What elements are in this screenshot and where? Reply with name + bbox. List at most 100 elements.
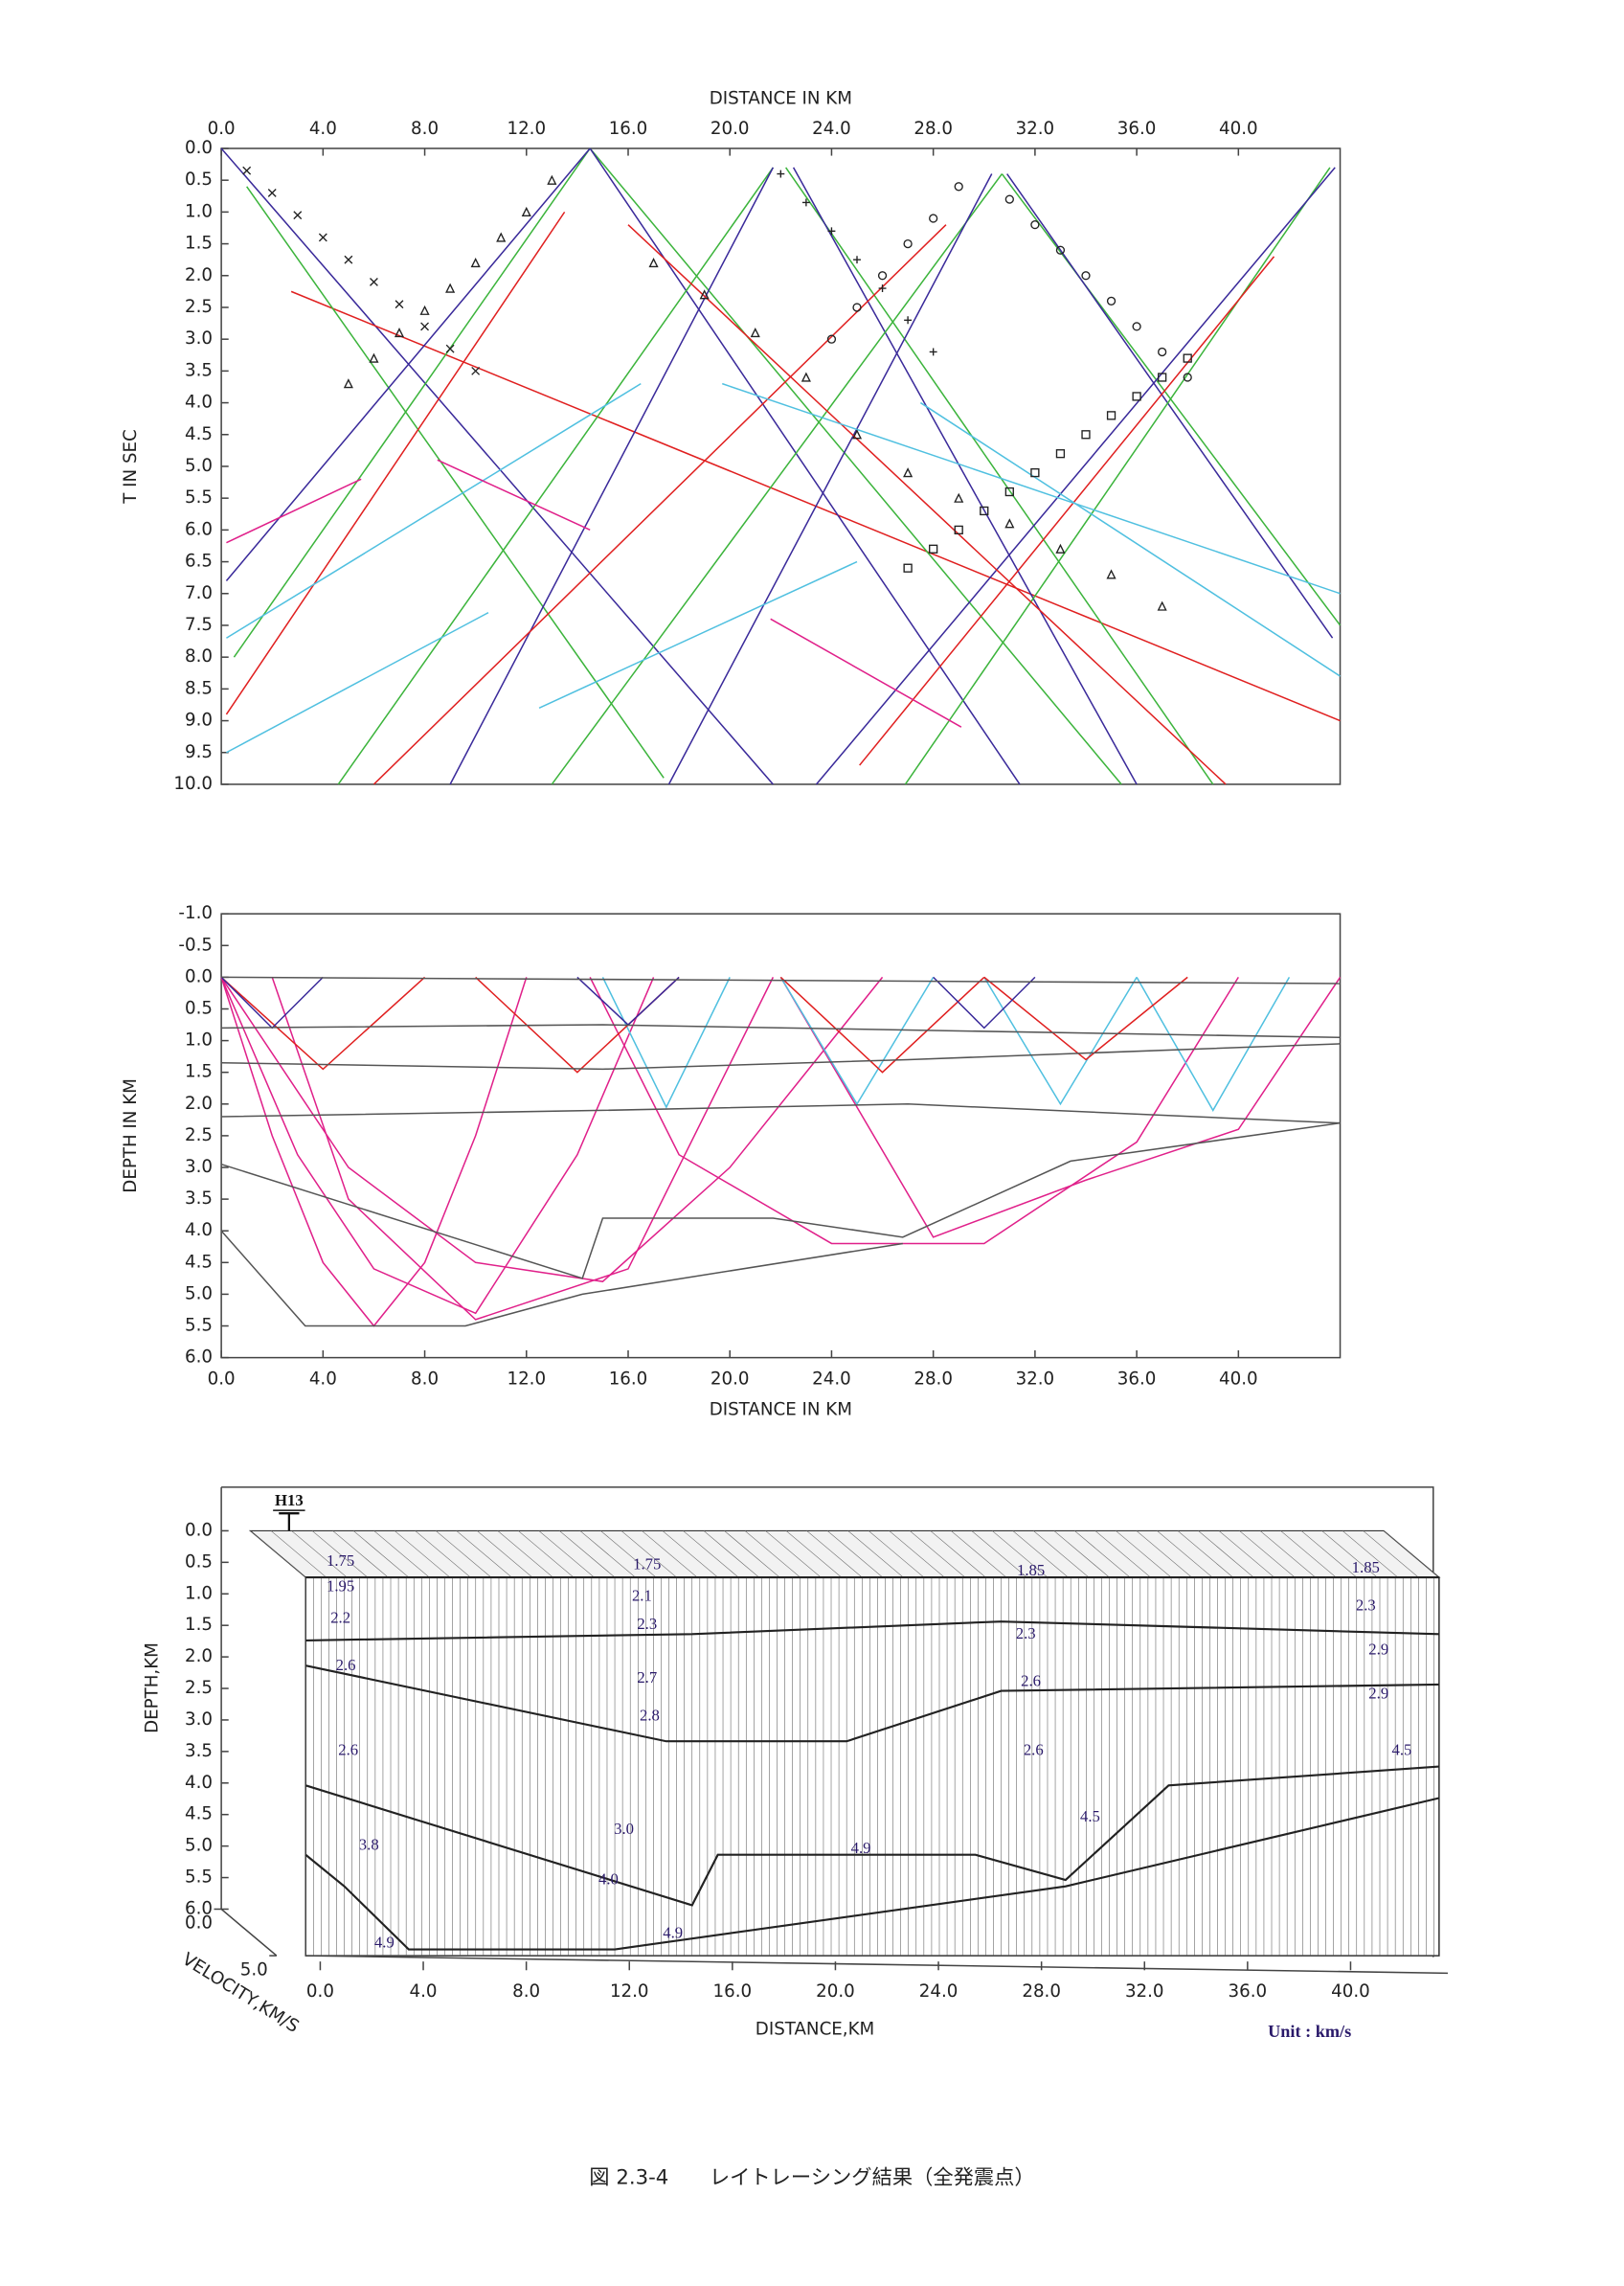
x-tick-label: 40.0 <box>1219 119 1258 139</box>
pick-marker <box>471 366 481 375</box>
y-tick-label: 4.0 <box>185 1773 213 1793</box>
top-surface <box>248 1529 1441 1578</box>
x-tick-label: 28.0 <box>914 1369 953 1389</box>
surface-hatch <box>662 1530 718 1578</box>
pick-marker <box>851 429 863 440</box>
line-series <box>220 976 426 1071</box>
pick-marker <box>903 467 914 478</box>
line-series <box>226 383 642 639</box>
velocity-label: 1.75 <box>327 1551 354 1570</box>
surface-hatch <box>435 1530 492 1578</box>
y-tick-label: 3.0 <box>185 1157 213 1177</box>
surface-hatch <box>642 1530 698 1578</box>
velocity-label: 4.0 <box>598 1870 619 1889</box>
y-tick-label: 8.0 <box>185 646 213 667</box>
velocity-label: 2.2 <box>330 1608 350 1626</box>
x-tick-label: 32.0 <box>1016 119 1055 139</box>
surface-hatch <box>518 1530 575 1578</box>
surface-hatch <box>930 1530 986 1578</box>
line-series <box>246 186 665 779</box>
velocity-label: 1.95 <box>327 1577 354 1596</box>
pick-marker <box>445 283 456 293</box>
velocity-label: 2.1 <box>632 1586 652 1604</box>
x-tick-label: 8.0 <box>512 1981 540 2002</box>
surface-hatch <box>992 1530 1049 1578</box>
velocity-label: 4.5 <box>1392 1741 1412 1759</box>
y-tick-label: 2.5 <box>185 1678 213 1698</box>
pick-marker <box>521 206 531 217</box>
x-tick-label: 0.0 <box>306 1981 334 2002</box>
x-tick-label: 24.0 <box>812 1369 851 1389</box>
pick-marker <box>445 344 455 353</box>
y-tick-label: 0.0 <box>185 138 213 158</box>
line-series <box>437 459 591 532</box>
pick-marker <box>954 525 963 535</box>
pick-marker <box>929 348 937 356</box>
velocity-label: 2.6 <box>1021 1671 1041 1689</box>
x-tick-label: 4.0 <box>309 1369 337 1389</box>
pick-marker <box>343 378 353 389</box>
pick-marker <box>801 372 811 382</box>
interface <box>305 1620 1439 1641</box>
x-tick-label: 20.0 <box>710 119 750 139</box>
line-series <box>372 224 947 785</box>
pick-marker <box>877 271 888 281</box>
y-tick-label: 3.0 <box>185 328 213 349</box>
surface-hatch <box>868 1530 925 1578</box>
pick-marker <box>903 238 913 249</box>
surface-hatch <box>1280 1530 1337 1578</box>
pick-marker <box>699 289 710 300</box>
surface-hatch <box>291 1530 348 1578</box>
pick-marker <box>1004 518 1015 529</box>
x-tick-label: 12.0 <box>610 1981 649 2002</box>
y-tick-label: 5.0 <box>185 456 213 476</box>
line-series <box>233 147 591 658</box>
surface-hatch <box>559 1530 616 1578</box>
y-tick-label: 3.5 <box>185 1741 213 1761</box>
surface-hatch <box>806 1530 863 1578</box>
pick-marker <box>369 352 379 363</box>
line-series <box>220 147 774 785</box>
pick-marker <box>547 174 557 185</box>
velocity-label: 2.3 <box>1016 1624 1036 1642</box>
x-tick-label: 40.0 <box>1219 1369 1258 1389</box>
surface-hatch <box>600 1530 657 1578</box>
pick-marker <box>293 211 303 220</box>
y-tick-label: 5.5 <box>185 487 213 508</box>
y-tick-label: 4.5 <box>185 1804 213 1824</box>
z-tick-label: 0.0 <box>185 1913 213 1934</box>
y-tick-label: 5.0 <box>185 1836 213 1856</box>
unit-note: Unit : km/s <box>1268 2022 1351 2041</box>
x-tick-label: 0.0 <box>208 1369 236 1389</box>
surface-hatch <box>579 1530 636 1578</box>
line-series <box>551 173 1003 785</box>
x-tick-label: 16.0 <box>609 119 648 139</box>
surface-hatch <box>1300 1530 1357 1578</box>
surface-hatch <box>1116 1530 1172 1578</box>
y-tick-label: 7.5 <box>185 615 213 635</box>
y-tick-label: 5.0 <box>185 1283 213 1303</box>
line-series <box>779 976 1342 1238</box>
velocity-label: 1.75 <box>633 1554 661 1573</box>
surface-hatch <box>1074 1530 1131 1578</box>
y-tick-label: 3.5 <box>185 360 213 380</box>
pick-marker <box>1055 245 1066 255</box>
pick-marker <box>878 284 887 293</box>
line-series <box>220 1230 903 1327</box>
station-label: H13 <box>275 1491 304 1509</box>
pick-marker <box>496 232 507 242</box>
pick-marker <box>852 303 862 312</box>
pick-marker <box>904 316 913 325</box>
x-tick-label: 28.0 <box>914 119 953 139</box>
y-tick-label: 6.0 <box>185 1898 213 1918</box>
y-tick-label: 3.5 <box>185 1188 213 1209</box>
y-tick-label: 2.0 <box>185 1646 213 1666</box>
velocity-label: 2.3 <box>1356 1596 1376 1614</box>
x-tick-label: 36.0 <box>1229 1981 1268 2002</box>
line-series <box>933 976 1036 1030</box>
x-tick-label: 4.0 <box>410 1981 438 2002</box>
surface-hatch <box>352 1530 410 1578</box>
surface-hatch <box>971 1530 1027 1578</box>
plot-frame <box>220 147 1342 785</box>
line-series <box>576 976 680 1027</box>
